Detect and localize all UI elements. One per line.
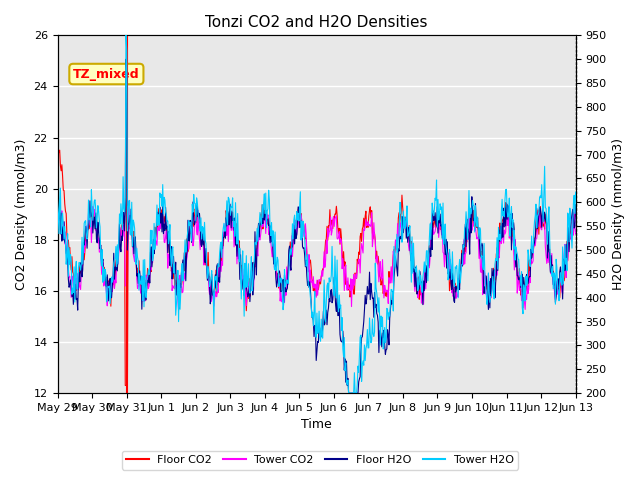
Y-axis label: H2O Density (mmol/m3): H2O Density (mmol/m3) [612,138,625,290]
Title: Tonzi CO2 and H2O Densities: Tonzi CO2 and H2O Densities [205,15,428,30]
Legend: Floor CO2, Tower CO2, Floor H2O, Tower H2O: Floor CO2, Tower CO2, Floor H2O, Tower H… [122,451,518,469]
Y-axis label: CO2 Density (mmol/m3): CO2 Density (mmol/m3) [15,139,28,290]
Text: TZ_mixed: TZ_mixed [73,68,140,81]
X-axis label: Time: Time [301,419,332,432]
